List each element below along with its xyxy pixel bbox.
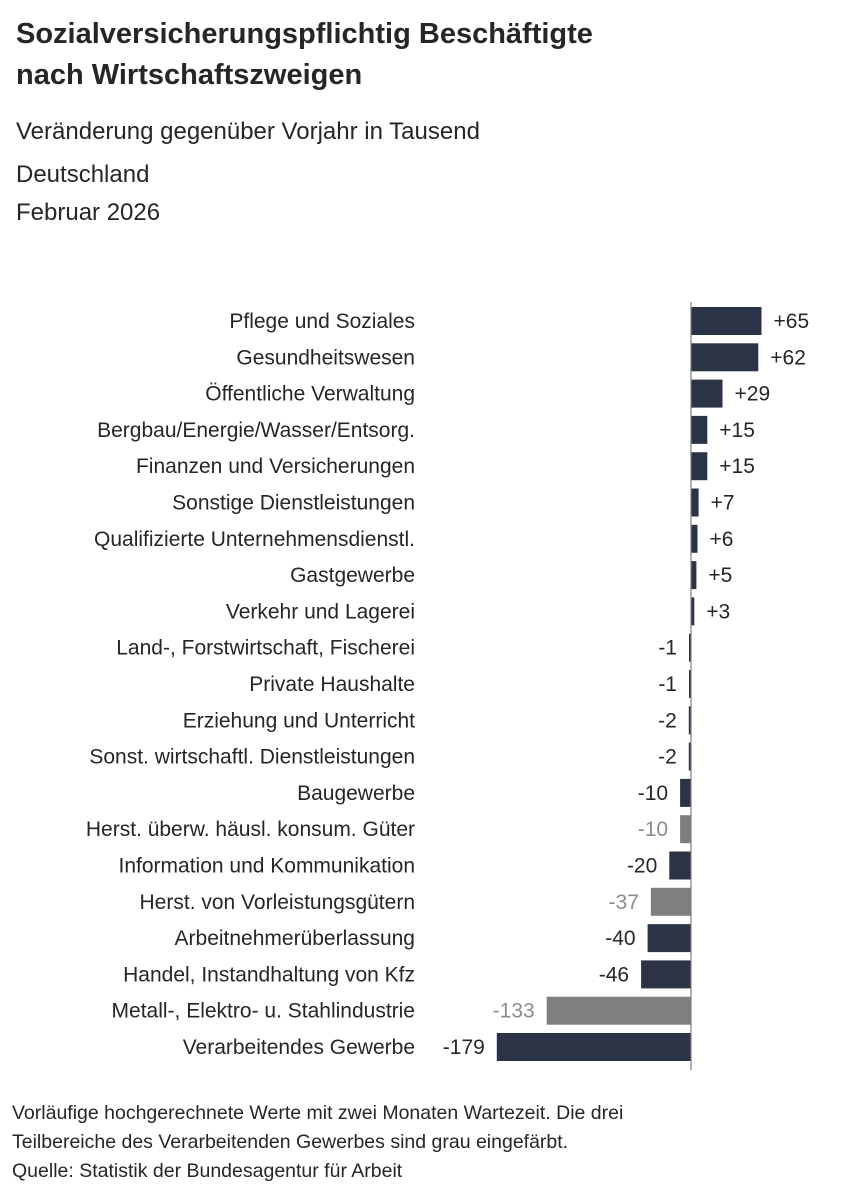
data-label: -46 <box>599 963 629 986</box>
data-label: -20 <box>627 855 657 878</box>
data-label: -179 <box>443 1036 485 1059</box>
bar <box>641 960 691 989</box>
data-label: -10 <box>638 782 668 805</box>
data-label: -40 <box>605 927 635 950</box>
category-label: Öffentliche Verwaltung <box>205 383 415 406</box>
bar <box>691 307 762 335</box>
data-label: +6 <box>710 528 734 551</box>
region-label: Deutschland <box>16 161 150 188</box>
bar <box>650 887 691 916</box>
category-label: Sonstige Dienstleistungen <box>172 492 415 515</box>
category-label: Pflege und Soziales <box>229 310 415 333</box>
data-label: +29 <box>735 383 771 406</box>
category-label: Bergbau/Energie/Wasser/Entsorg. <box>97 419 415 442</box>
data-label: -2 <box>658 746 677 769</box>
category-label: Erziehung und Unterricht <box>183 709 415 732</box>
bar-chart: Pflege und Soziales +65 Gesundheitswesen +6… <box>86 302 810 1070</box>
bar <box>691 379 723 408</box>
category-label: Gastgewerbe <box>290 564 415 587</box>
footnote: Vorläufige hochgerechnete Werte mit zwei… <box>12 1099 832 1186</box>
period-label: Februar 2026 <box>16 199 161 226</box>
data-label: +65 <box>774 310 810 333</box>
bar <box>496 1033 691 1061</box>
bar <box>680 815 691 844</box>
data-label: +3 <box>706 600 730 623</box>
bar <box>688 706 691 735</box>
data-label: +62 <box>770 346 806 369</box>
data-label: -37 <box>609 891 639 914</box>
bar <box>546 996 691 1025</box>
category-label: Herst. überw. häusl. konsum. Güter <box>86 818 415 841</box>
category-label: Gesundheitswesen <box>236 346 415 369</box>
category-label: Baugewerbe <box>297 782 415 805</box>
bar <box>691 343 759 372</box>
data-label: -133 <box>493 1000 535 1023</box>
category-label: Sonst. wirtschaftl. Dienstleistungen <box>89 746 415 769</box>
category-label: Verkehr und Lagerei <box>226 600 415 623</box>
category-label: Land-, Forstwirtschaft, Fischerei <box>116 637 415 660</box>
bar <box>691 415 708 444</box>
data-label: +5 <box>708 564 732 587</box>
bar <box>688 742 691 771</box>
bar <box>691 488 699 517</box>
bar <box>691 561 697 590</box>
bar <box>691 452 708 481</box>
category-label: Arbeitnehmerüberlassung <box>175 927 415 950</box>
data-label: +15 <box>719 455 755 478</box>
bar <box>689 633 691 662</box>
category-label: Information und Kommunikation <box>119 855 416 878</box>
category-label: Verarbeitendes Gewerbe <box>183 1036 415 1059</box>
data-label: -2 <box>658 709 677 732</box>
category-label: Metall-, Elektro- u. Stahlindustrie <box>112 1000 415 1023</box>
category-label: Handel, Instandhaltung von Kfz <box>123 963 415 986</box>
chart-subtitle: Veränderung gegenüber Vorjahr in Tausend <box>16 118 480 145</box>
bar <box>669 851 691 880</box>
data-label: -1 <box>658 637 677 660</box>
bar <box>647 924 691 953</box>
source-note: Quelle: Statistik der Bundesagentur für … <box>12 1160 403 1182</box>
chart-title-line-2: nach Wirtschaftszweigen <box>16 59 363 91</box>
category-label: Qualifizierte Unternehmensdienstl. <box>94 528 415 551</box>
category-label: Private Haushalte <box>249 673 415 696</box>
data-label: +7 <box>711 492 735 515</box>
bar <box>691 597 695 626</box>
footnote-line-2: Teilbereiche des Verarbeitenden Gewerbes… <box>12 1131 569 1153</box>
data-label: -1 <box>658 673 677 696</box>
category-label: Herst. von Vorleistungsgütern <box>140 891 415 914</box>
category-label: Finanzen und Versicherungen <box>136 455 415 478</box>
bar <box>691 524 698 553</box>
data-label: -10 <box>638 818 668 841</box>
bar <box>680 778 691 807</box>
footnote-line-1: Vorläufige hochgerechnete Werte mit zwei… <box>12 1102 624 1124</box>
data-label: +15 <box>719 419 755 442</box>
chart-title: Sozialversicherungspflichtig Beschäftigt… <box>16 14 816 96</box>
bar <box>689 670 691 698</box>
chart-title-line-1: Sozialversicherungspflichtig Beschäftigt… <box>16 18 593 50</box>
